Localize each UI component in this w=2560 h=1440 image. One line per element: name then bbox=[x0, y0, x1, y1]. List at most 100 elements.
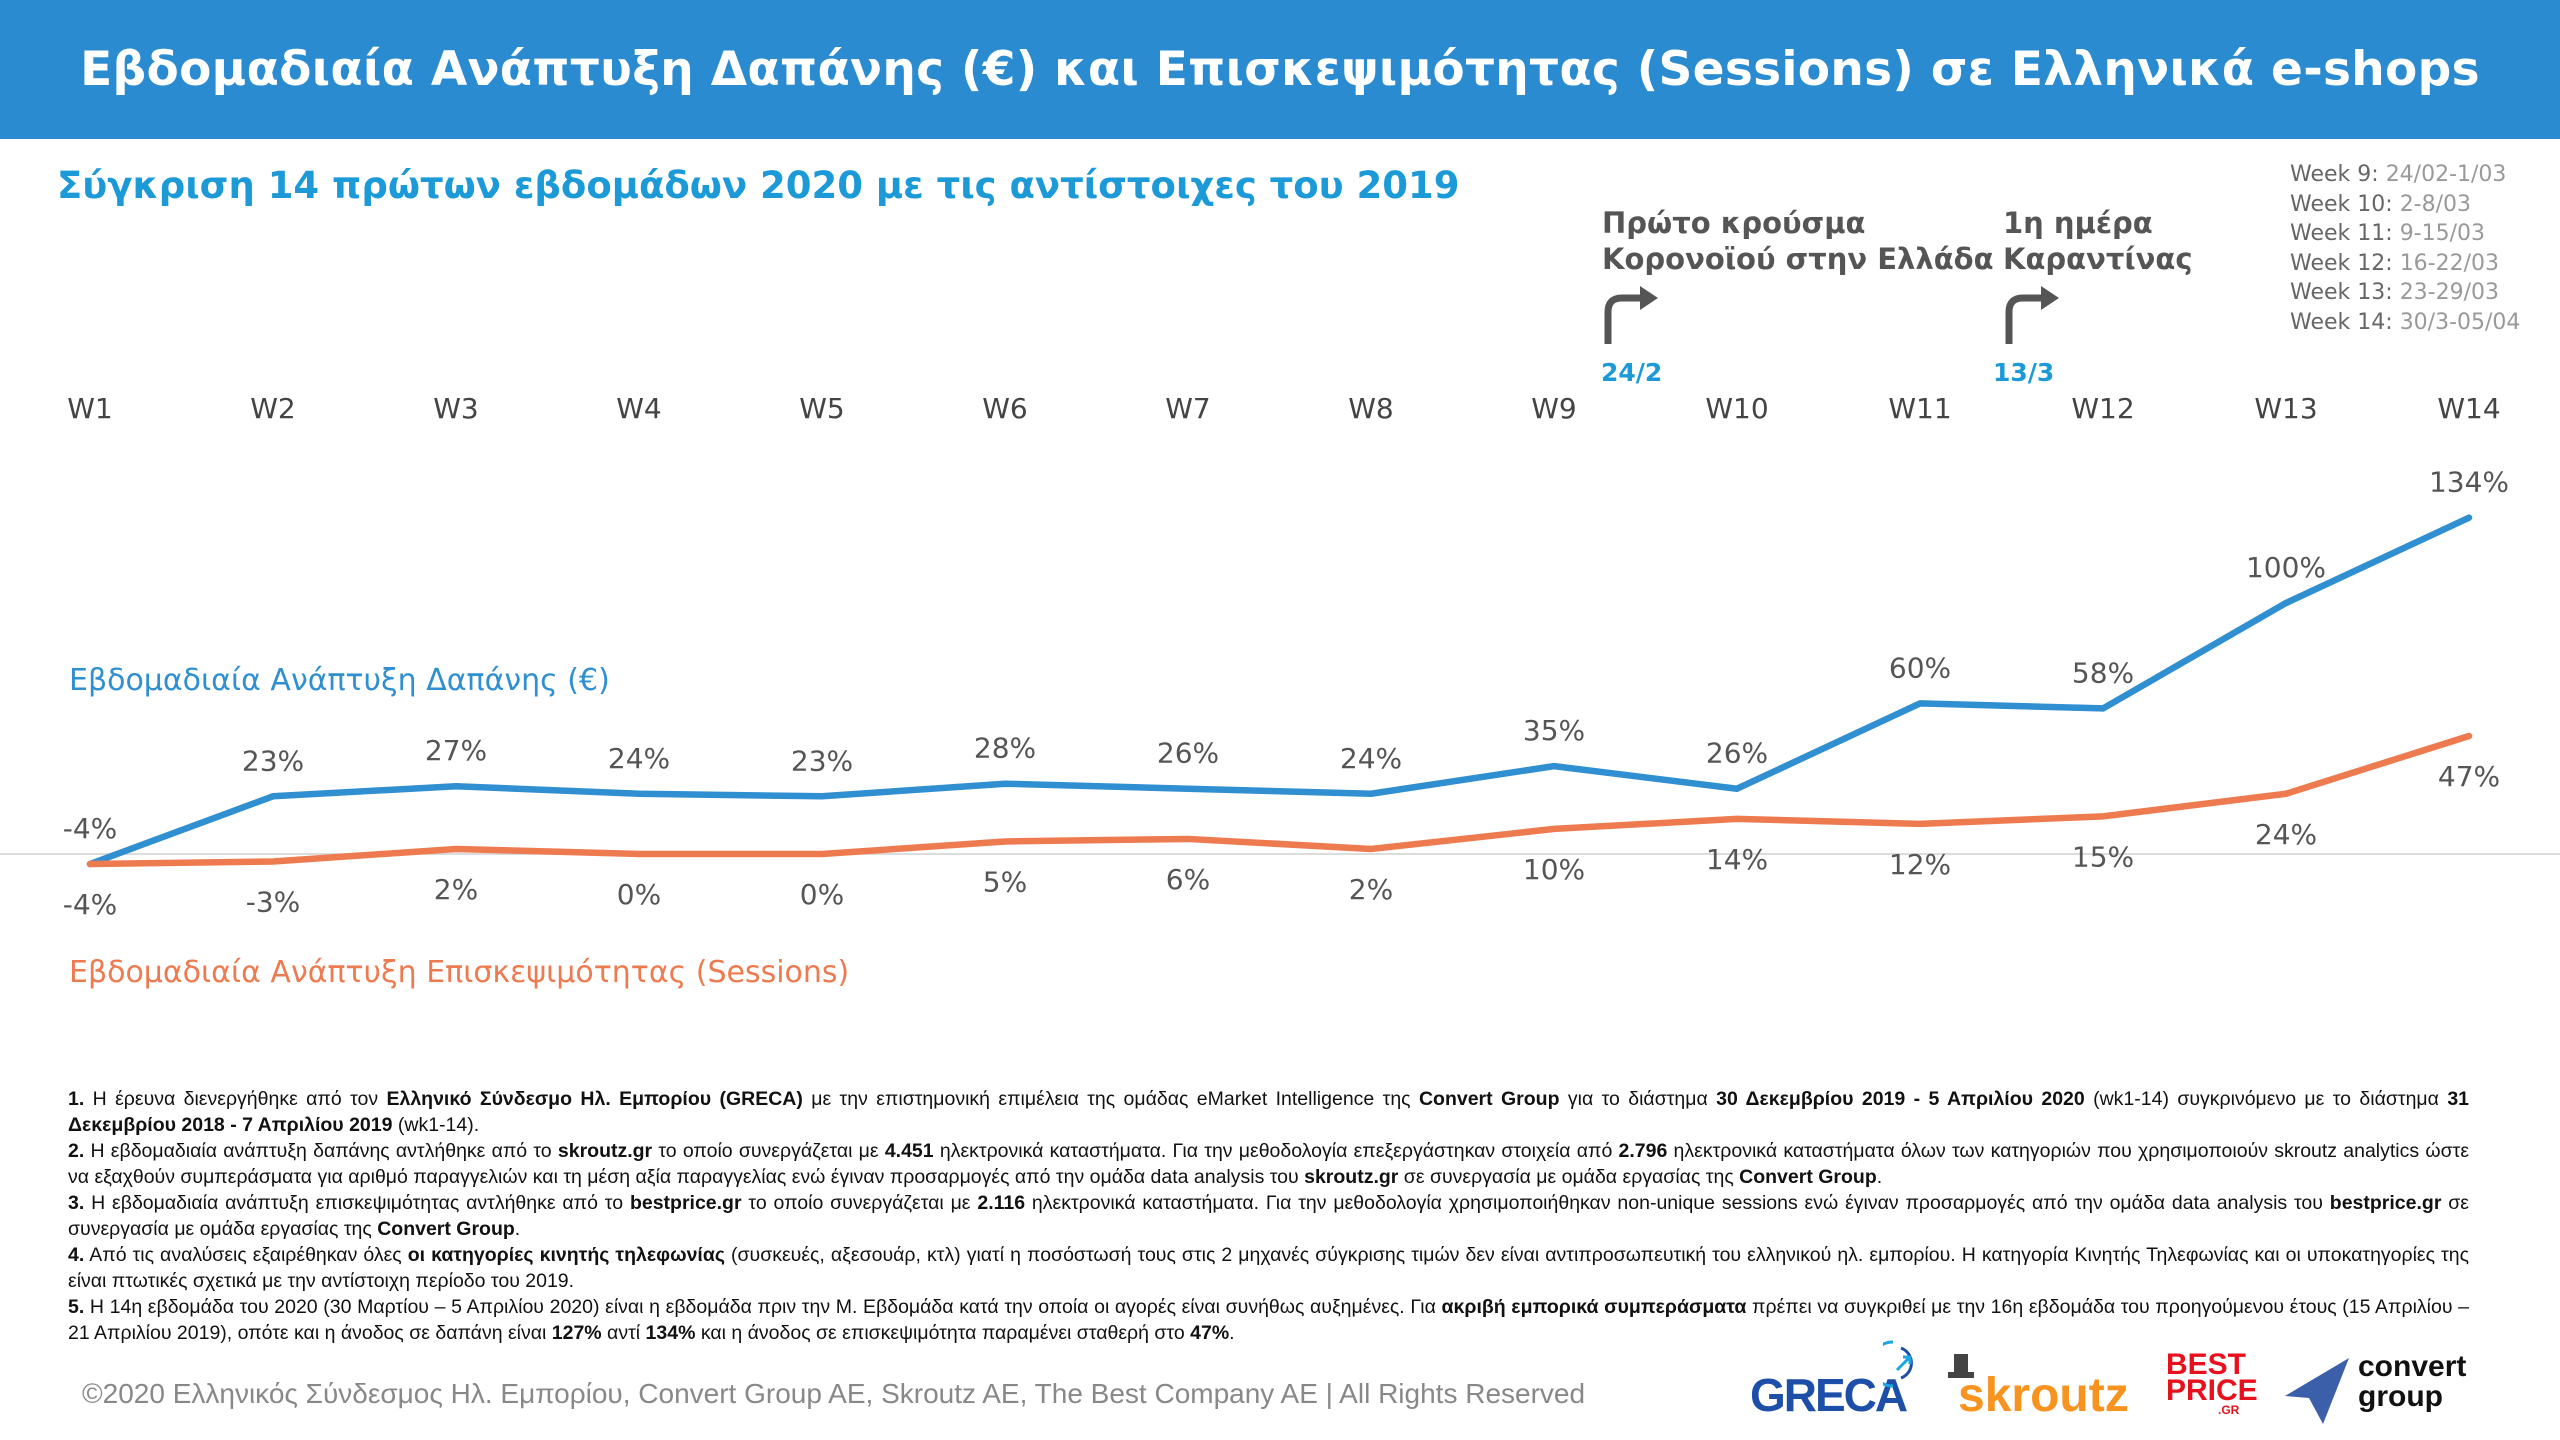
data-point bbox=[1002, 838, 1008, 845]
greca-logo: GRECA bbox=[1750, 1369, 1908, 1421]
footnote-text: Από τις αναλύσεις εξαιρέθηκαν όλες bbox=[84, 1244, 408, 1266]
data-point bbox=[2100, 705, 2106, 712]
series-legend-label: Εβδομαδιαία Ανάπτυξη Δαπάνης (€) bbox=[69, 663, 610, 698]
data-label: 60% bbox=[1889, 651, 1951, 684]
data-label: 10% bbox=[1523, 853, 1585, 886]
data-point bbox=[636, 851, 642, 857]
footnote-emphasis: bestprice.gr bbox=[629, 1192, 742, 1214]
data-point bbox=[2283, 790, 2289, 797]
week-dates-legend: Week 9: 24/02-1/03 Week 10: 2-8/03 Week … bbox=[2290, 160, 2520, 337]
footnote-text: ηλεκτρονικά καταστήματα όλων των κατηγορ… bbox=[68, 1140, 2470, 1188]
x-tick-label: W3 bbox=[433, 392, 479, 425]
footnote-text: το οποίο συνεργάζεται με bbox=[652, 1140, 885, 1162]
x-tick-label: W10 bbox=[1705, 392, 1768, 425]
footnote-text: . bbox=[1876, 1166, 1883, 1188]
series-legend-label: Εβδομαδιαία Ανάπτυξη Επισκεψιμότητας (Se… bbox=[69, 955, 849, 990]
convert-group-arrow-icon bbox=[2285, 1358, 2349, 1424]
footnote-emphasis: Convert Group bbox=[1739, 1166, 1877, 1188]
footnote-emphasis: 47% bbox=[1190, 1322, 1230, 1344]
series-line-spend bbox=[86, 514, 2473, 868]
data-label: 28% bbox=[974, 732, 1036, 765]
data-label: 27% bbox=[425, 734, 487, 767]
annotation-line: 1η ημέρα bbox=[2003, 206, 2153, 240]
footnote-text: σε συνεργασία με ομάδα εργασίας της bbox=[68, 1192, 2469, 1240]
data-label: 15% bbox=[2072, 840, 2134, 873]
data-label: 5% bbox=[983, 865, 1027, 898]
data-label: -4% bbox=[63, 888, 118, 921]
week-legend-item: Week 9: 24/02-1/03 bbox=[2290, 160, 2520, 190]
footnote-text: Η εβδομαδιαία ανάπτυξη επισκεψιμότητας α… bbox=[84, 1192, 630, 1214]
footnote-text: . bbox=[514, 1218, 521, 1240]
week-dates: 2-8/03 bbox=[2399, 191, 2472, 217]
x-tick-label: W7 bbox=[1165, 392, 1211, 425]
x-tick-label: W13 bbox=[2254, 392, 2317, 425]
data-point bbox=[2100, 813, 2106, 820]
bestprice-logo: BEST PRICE .GR bbox=[2166, 1348, 2258, 1417]
x-tick-label: W9 bbox=[1531, 392, 1577, 425]
footnote-text: ηλεκτρονικά καταστήματα. Για την μεθοδολ… bbox=[1025, 1192, 2330, 1214]
footnote-emphasis: skroutz.gr bbox=[1304, 1166, 1399, 1188]
chart-subtitle: Σύγκριση 14 πρώτων εβδομάδων 2020 με τις… bbox=[57, 164, 1460, 207]
week-dates: 24/02-1/03 bbox=[2385, 162, 2507, 187]
week-legend-item: Week 12: 16-22/03 bbox=[2290, 249, 2520, 279]
week-dates: 30/3-05/04 bbox=[2399, 309, 2521, 335]
series-line-sessions bbox=[86, 732, 2473, 868]
turn-right-arrow-icon bbox=[2005, 286, 2059, 344]
footnote-text: (wk1-14) συγκρινόμενο με το διάστημα bbox=[2084, 1088, 2448, 1110]
footnote-text: πρέπει να συγκριθεί με την 16η εβδομάδα … bbox=[68, 1296, 2469, 1344]
footnote-emphasis: 4. bbox=[68, 1244, 85, 1266]
data-label: 58% bbox=[2072, 656, 2134, 689]
footnote-emphasis: 134% bbox=[645, 1322, 696, 1344]
data-point bbox=[819, 851, 825, 857]
data-label: 134% bbox=[2429, 466, 2509, 499]
skroutz-logo: skroutz bbox=[1958, 1369, 2129, 1422]
footnote-text: σε συνεργασία με ομάδα εργασίας της bbox=[1398, 1166, 1740, 1188]
footnote-emphasis: 31 Δεκεμβρίου 2018 - 7 Απριλίου 2019 bbox=[68, 1088, 2470, 1136]
footnote: 2. Η εβδομαδιαία ανάπτυξη δαπάνης αντλήθ… bbox=[68, 1138, 2469, 1190]
data-label: 6% bbox=[1166, 863, 1210, 896]
footnote-emphasis: ακριβή εμπορικά συμπεράσματα bbox=[1441, 1296, 1747, 1318]
data-label: 0% bbox=[617, 878, 661, 911]
data-point bbox=[270, 793, 276, 800]
footnote-emphasis: 1. bbox=[68, 1088, 85, 1110]
footnote: 5. Η 14η εβδομάδα του 2020 (30 Μαρτίου –… bbox=[68, 1294, 2469, 1346]
footnote-text: για το διάστημα bbox=[1559, 1088, 1717, 1110]
footnote-emphasis: Ελληνικό Σύνδεσμο Ηλ. Εμπορίου (GRECA) bbox=[386, 1088, 803, 1110]
skroutz-hat-icon bbox=[1948, 1354, 1974, 1378]
data-label: 26% bbox=[1706, 737, 1768, 770]
x-tick-label: W5 bbox=[799, 392, 845, 425]
x-tick-label: W2 bbox=[250, 392, 296, 425]
footnote-emphasis: 2.796 bbox=[1618, 1140, 1668, 1162]
footnote-emphasis: 4.451 bbox=[884, 1140, 934, 1162]
data-point bbox=[819, 793, 825, 800]
data-label: 26% bbox=[1157, 737, 1219, 770]
footnote: 4. Από τις αναλύσεις εξαιρέθηκαν όλες οι… bbox=[68, 1242, 2469, 1294]
footnote-text: το οποίο συνεργάζεται με bbox=[741, 1192, 978, 1214]
data-label: 24% bbox=[2255, 818, 2317, 851]
footnote-text: . bbox=[1229, 1322, 1235, 1344]
week-dates: 23-29/03 bbox=[2399, 280, 2500, 305]
data-point bbox=[2466, 514, 2472, 521]
x-tick-label: W14 bbox=[2437, 392, 2500, 425]
x-tick-label: W12 bbox=[2071, 392, 2134, 425]
data-label: 24% bbox=[608, 742, 670, 775]
footnote-emphasis: οι κατηγορίες κινητής τηλεφωνίας bbox=[407, 1244, 725, 1266]
x-tick-label: W4 bbox=[616, 392, 662, 425]
footnote-emphasis: Convert Group bbox=[1418, 1088, 1560, 1110]
data-point bbox=[636, 790, 642, 797]
x-tick-label: W8 bbox=[1348, 392, 1394, 425]
annotation-quarantine: 1η ημέρα Καραντίνας bbox=[2003, 205, 2193, 277]
data-point bbox=[1551, 825, 1557, 832]
footnote-emphasis: 5. bbox=[68, 1296, 85, 1318]
data-point bbox=[1917, 820, 1923, 827]
week-dates: 9-15/03 bbox=[2399, 221, 2486, 246]
footnote-emphasis: bestprice.gr bbox=[2329, 1192, 2442, 1214]
data-label: 14% bbox=[1706, 843, 1768, 876]
annotation-line: Πρώτο κρούσμα bbox=[1602, 206, 1866, 240]
data-point bbox=[270, 858, 276, 865]
page-title: Εβδομαδιαία Ανάπτυξη Δαπάνης (€) και Επι… bbox=[80, 42, 2480, 97]
data-label: 12% bbox=[1889, 848, 1951, 881]
data-point bbox=[1185, 835, 1191, 842]
header-banner: Εβδομαδιαία Ανάπτυξη Δαπάνης (€) και Επι… bbox=[0, 0, 2560, 139]
data-point bbox=[1368, 790, 1374, 797]
